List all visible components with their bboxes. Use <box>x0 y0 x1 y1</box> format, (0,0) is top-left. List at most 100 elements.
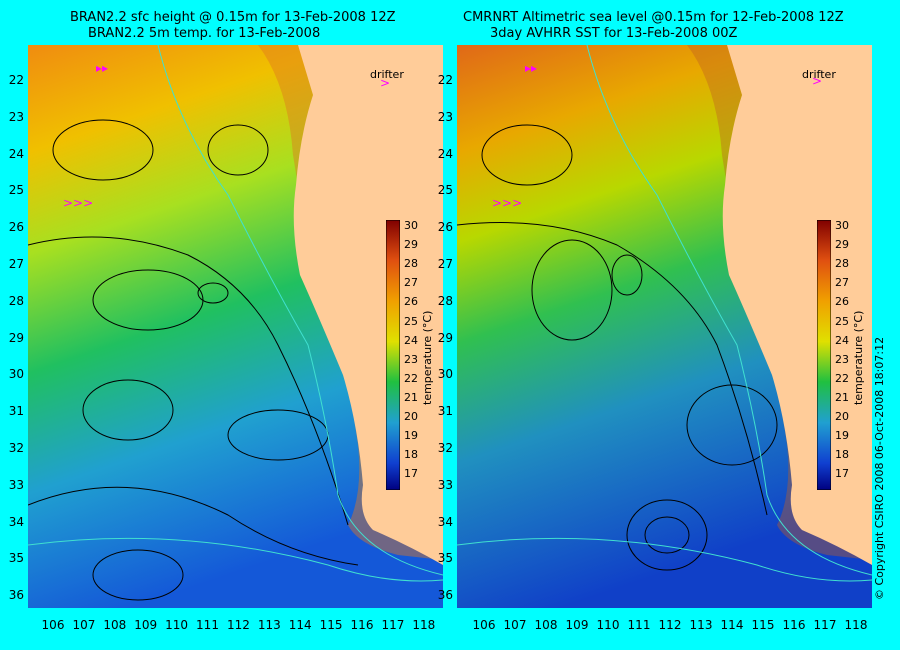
x-tick-115: 115 <box>751 618 775 632</box>
y-tick-36: 36 <box>8 588 24 603</box>
colorbar-tick-21: 21 <box>404 390 418 404</box>
y-tick-29: 29 <box>437 330 453 345</box>
land-mass <box>722 45 872 565</box>
colorbar-tick-20: 20 <box>835 410 849 423</box>
y-tick-32: 32 <box>437 441 453 455</box>
x-tick-110: 110 <box>165 618 189 632</box>
right-title-line1: CMRNRT Altimetric sea level @0.15m for 1… <box>463 10 844 25</box>
colorbar-tick-27: 27 <box>404 276 418 290</box>
left-map: ▸▸ >>> > <box>28 45 443 608</box>
x-tick-114: 114 <box>720 618 744 632</box>
colorbar-tick-20: 20 <box>404 410 418 423</box>
x-tick-117: 117 <box>813 618 837 632</box>
sea-level-contours <box>28 119 359 601</box>
colorbar-right <box>817 220 831 490</box>
x-tick-109: 109 <box>565 618 589 632</box>
colorbar-tick-30: 30 <box>835 219 849 232</box>
bathymetry-contours <box>457 45 872 582</box>
x-tick-114: 114 <box>288 618 312 632</box>
colorbar-tick-26: 26 <box>835 295 849 309</box>
x-tick-107: 107 <box>72 618 96 632</box>
x-tick-110: 110 <box>596 618 620 632</box>
copyright-notice: © Copyright CSIRO 2008 06-Oct-2008 18:07… <box>873 336 886 600</box>
x-tick-118: 118 <box>412 618 436 632</box>
y-tick-23: 23 <box>8 109 24 124</box>
colorbar-tick-22: 22 <box>404 371 418 385</box>
x-tick-112: 112 <box>658 618 682 632</box>
drifter-tracks: ▸▸ >>> > <box>63 61 390 210</box>
y-tick-26: 26 <box>437 220 453 235</box>
y-tick-23: 23 <box>437 109 453 124</box>
colorbar-tick-27: 27 <box>835 276 849 290</box>
svg-text:▸▸: ▸▸ <box>525 61 537 75</box>
svg-text:>>>: >>> <box>492 196 522 210</box>
svg-text:>: > <box>812 74 822 88</box>
colorbar-tick-18: 18 <box>404 448 418 462</box>
x-tick-106: 106 <box>41 618 65 632</box>
drifter-label-right: drifter <box>802 68 836 81</box>
y-tick-36: 36 <box>437 588 453 603</box>
x-tick-113: 113 <box>689 618 713 632</box>
y-tick-24: 24 <box>8 146 24 161</box>
land-mass <box>293 45 443 565</box>
y-tick-22: 22 <box>437 73 453 87</box>
colorbar-tick-23: 23 <box>835 352 849 366</box>
x-tick-106: 106 <box>472 618 496 632</box>
x-tick-116: 116 <box>782 618 806 632</box>
y-tick-30: 30 <box>437 367 453 382</box>
colorbar-label-left: temperature (°C) <box>421 310 434 405</box>
colorbar-tick-23: 23 <box>404 352 418 366</box>
colorbar-tick-29: 29 <box>404 238 418 252</box>
colorbar-tick-26: 26 <box>404 295 418 309</box>
colorbar-tick-28: 28 <box>404 257 418 271</box>
y-tick-24: 24 <box>437 146 453 161</box>
left-title-line1: BRAN2.2 sfc height @ 0.15m for 13-Feb-20… <box>70 10 396 25</box>
y-tick-30: 30 <box>8 367 24 382</box>
y-tick-25: 25 <box>437 183 453 198</box>
y-tick-35: 35 <box>437 551 453 566</box>
y-tick-27: 27 <box>8 257 24 271</box>
colorbar-tick-25: 25 <box>835 314 849 328</box>
left-title-line2: BRAN2.2 5m temp. for 13-Feb-2008 <box>88 26 321 41</box>
y-tick-29: 29 <box>8 330 24 345</box>
x-tick-108: 108 <box>103 618 127 632</box>
colorbar-tick-21: 21 <box>835 390 849 404</box>
x-tick-107: 107 <box>503 618 527 632</box>
x-tick-111: 111 <box>627 618 651 632</box>
colorbar-tick-17: 17 <box>835 467 849 481</box>
y-tick-26: 26 <box>8 220 24 235</box>
sea-level-contours <box>457 124 778 571</box>
y-tick-27: 27 <box>437 257 453 271</box>
colorbar-label-right: temperature (°C) <box>852 310 865 405</box>
colorbar-tick-19: 19 <box>404 429 418 443</box>
drifter-label-left: drifter <box>370 68 404 81</box>
svg-text:>>>: >>> <box>63 196 93 210</box>
x-tick-108: 108 <box>534 618 558 632</box>
y-tick-28: 28 <box>8 293 24 308</box>
x-tick-111: 111 <box>196 618 219 632</box>
colorbar-tick-24: 24 <box>404 333 418 347</box>
y-tick-31: 31 <box>437 404 453 419</box>
x-tick-113: 113 <box>257 618 281 632</box>
y-tick-34: 34 <box>437 514 453 529</box>
y-tick-31: 31 <box>8 404 24 419</box>
colorbar-tick-19: 19 <box>835 429 849 443</box>
colorbar-tick-28: 28 <box>835 257 849 271</box>
y-tick-32: 32 <box>8 441 24 455</box>
bathymetry-contours <box>28 45 443 582</box>
x-tick-117: 117 <box>381 618 405 632</box>
colorbar-tick-24: 24 <box>835 333 849 347</box>
y-tick-33: 33 <box>437 477 453 492</box>
colorbar-tick-22: 22 <box>835 371 849 385</box>
y-tick-34: 34 <box>8 514 24 529</box>
x-tick-118: 118 <box>844 618 868 632</box>
x-tick-109: 109 <box>134 618 158 632</box>
colorbar-tick-29: 29 <box>835 238 849 252</box>
x-tick-115: 115 <box>319 618 343 632</box>
right-map: ▸▸ >>> > <box>457 45 872 608</box>
right-title-line2: 3day AVHRR SST for 13-Feb-2008 00Z <box>490 26 738 41</box>
x-tick-116: 116 <box>350 618 374 632</box>
y-tick-28: 28 <box>437 293 453 308</box>
y-tick-22: 22 <box>8 73 24 87</box>
colorbar-tick-18: 18 <box>835 448 849 462</box>
